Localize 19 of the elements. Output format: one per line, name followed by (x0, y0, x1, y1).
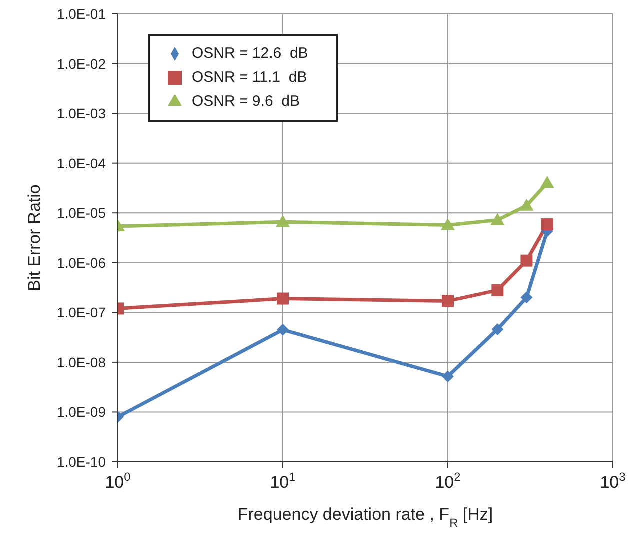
y-tick-label: 1.0E-02 (56, 56, 106, 72)
x-tick-label: 10$^{2}$ (435, 470, 462, 492)
y-tick-label: 1.0E-10 (56, 454, 106, 470)
x-tick-label: 10$^{3}$ (600, 470, 626, 492)
y-tick-label: 1.0E-01 (56, 6, 106, 22)
y-tick-label: 1.0E-07 (56, 304, 106, 321)
x-tick-label: 10$^{1}$ (270, 470, 296, 492)
y-tick-label: 1.0E-04 (56, 155, 106, 172)
legend-label: OSNR = 12.6 dB (192, 45, 308, 62)
y-tick-label: 1.0E-06 (56, 254, 106, 271)
y-tick-label: 1.0E-08 (56, 354, 106, 370)
legend-label: OSNR = 11.1 dB (192, 69, 308, 86)
x-tick-label: 10$^{0}$ (105, 470, 132, 492)
y-tick-label: 1.0E-09 (56, 404, 106, 420)
legend-label: OSNR = 9.6 dB (192, 93, 300, 110)
x-axis-title: Frequency deviation rate , F$_{R}$ [Hz] (238, 505, 494, 530)
y-tick-label: 1.0E-03 (56, 106, 106, 122)
y-axis-title: Bit Error Ratio (25, 184, 44, 292)
y-tick-label: 1.0E-05 (56, 205, 106, 222)
